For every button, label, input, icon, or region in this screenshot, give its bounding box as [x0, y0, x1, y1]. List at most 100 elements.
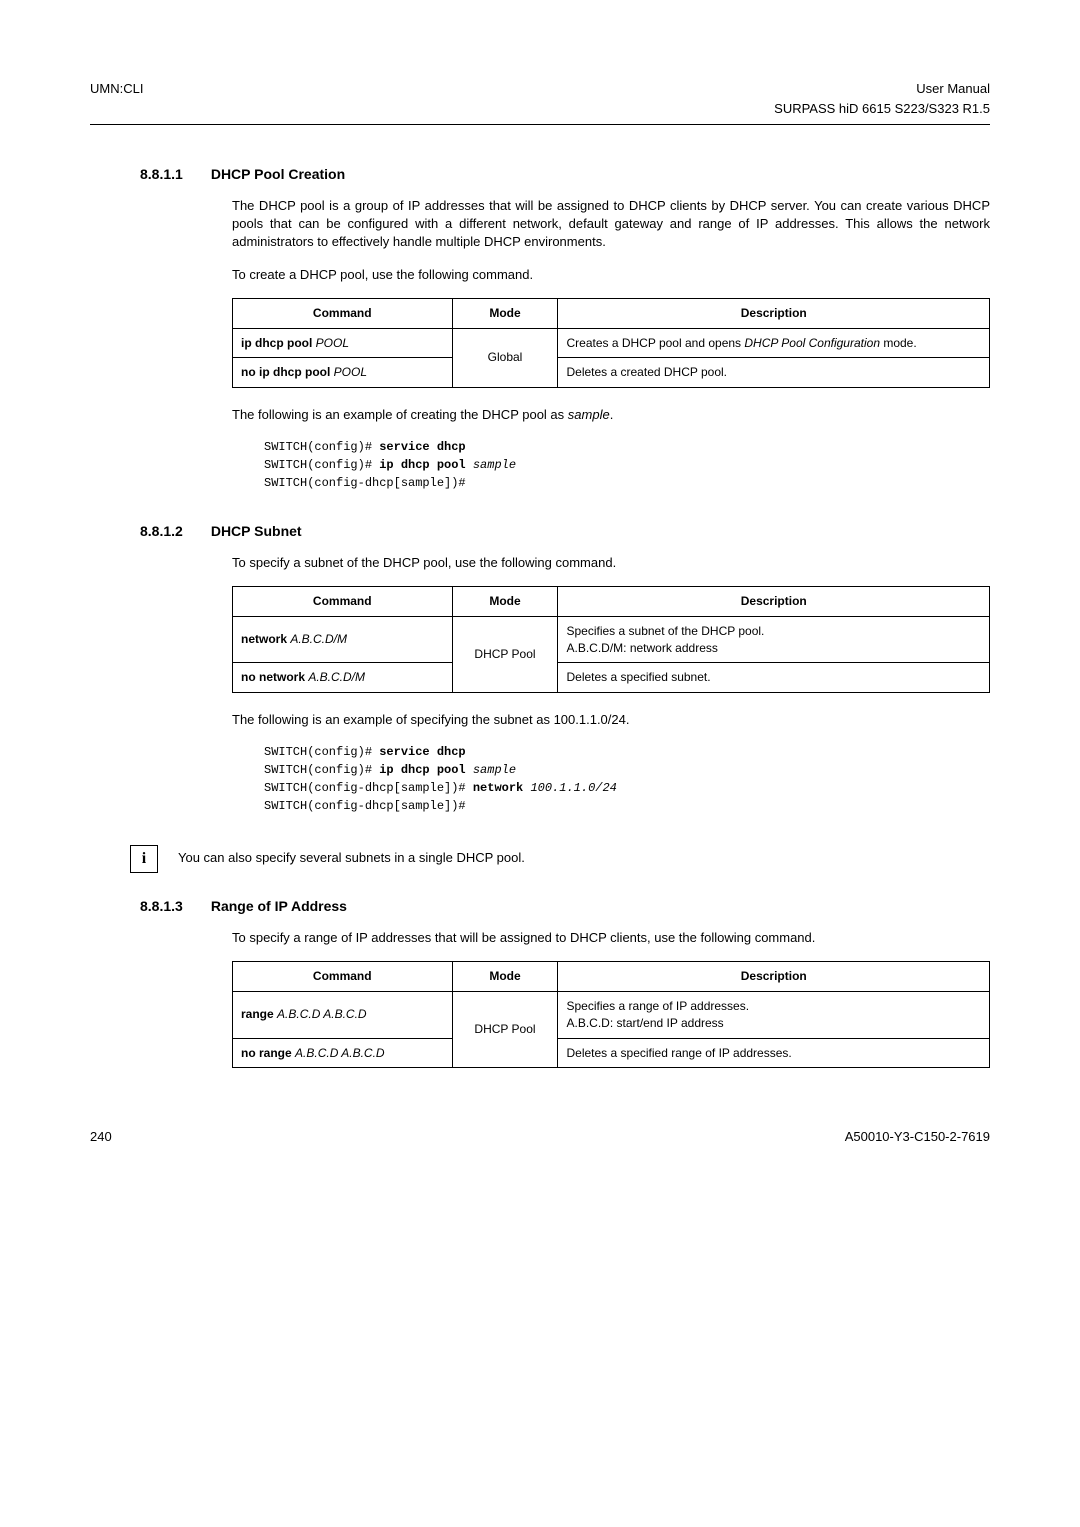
code-arg: sample	[473, 763, 516, 777]
code-cmd: service dhcp	[379, 440, 465, 454]
code-prompt: SWITCH(config-dhcp[sample])#	[264, 781, 473, 795]
cmd-name: no range	[241, 1046, 295, 1060]
table-row: no ip dhcp pool POOL Deletes a created D…	[233, 358, 990, 388]
section-title: DHCP Subnet	[211, 522, 302, 542]
code-prompt: SWITCH(config)#	[264, 763, 379, 777]
code-block: SWITCH(config)# service dhcp SWITCH(conf…	[264, 438, 990, 492]
header-rule	[90, 124, 990, 125]
paragraph: To specify a range of IP addresses that …	[232, 929, 990, 947]
header-left: UMN:CLI	[90, 80, 143, 98]
code-cmd: network	[473, 781, 531, 795]
section-title: DHCP Pool Creation	[211, 165, 345, 185]
section-range-ip: 8.8.1.3 Range of IP Address To specify a…	[140, 897, 990, 1068]
th-command: Command	[233, 298, 453, 328]
td-description: Deletes a specified range of IP addresse…	[558, 1038, 990, 1068]
cmd-name: no ip dhcp pool	[241, 365, 334, 379]
desc-text: A.B.C.D: start/end IP address	[566, 1016, 723, 1030]
table-row: Command Mode Description	[233, 587, 990, 617]
code-cmd: service dhcp	[379, 745, 465, 759]
th-description: Description	[558, 962, 990, 992]
paragraph: The following is an example of creating …	[232, 406, 990, 424]
header-right-sub: SURPASS hiD 6615 S223/S323 R1.5	[90, 100, 990, 118]
section-number: 8.8.1.1	[140, 165, 183, 185]
text: .	[610, 407, 614, 422]
section-dhcp-pool-creation: 8.8.1.1 DHCP Pool Creation The DHCP pool…	[140, 165, 990, 492]
section-heading: 8.8.1.1 DHCP Pool Creation	[140, 165, 990, 185]
text: The following is an example of creating …	[232, 407, 568, 422]
section-dhcp-subnet: 8.8.1.2 DHCP Subnet To specify a subnet …	[140, 522, 990, 815]
th-description: Description	[558, 587, 990, 617]
cmd-name: network	[241, 632, 290, 646]
doc-id: A50010-Y3-C150-2-7619	[845, 1128, 990, 1146]
table-row: Command Mode Description	[233, 962, 990, 992]
code-prompt: SWITCH(config)#	[264, 745, 379, 759]
page-number: 240	[90, 1128, 112, 1146]
desc-text: Specifies a subnet of the DHCP pool.	[566, 624, 764, 638]
command-table: Command Mode Description ip dhcp pool PO…	[232, 298, 990, 388]
info-text: You can also specify several subnets in …	[178, 845, 525, 867]
table-row: ip dhcp pool POOL Global Creates a DHCP …	[233, 328, 990, 358]
code-block: SWITCH(config)# service dhcp SWITCH(conf…	[264, 743, 990, 815]
cmd-name: no network	[241, 670, 308, 684]
th-description: Description	[558, 298, 990, 328]
code-cmd: ip dhcp pool	[379, 458, 473, 472]
section-body: To specify a subnet of the DHCP pool, us…	[232, 554, 990, 816]
code-arg: 100.1.1.0/24	[530, 781, 616, 795]
command-table: Command Mode Description network A.B.C.D…	[232, 586, 990, 693]
cmd-name: ip dhcp pool	[241, 336, 316, 350]
page-footer: 240 A50010-Y3-C150-2-7619	[90, 1128, 990, 1146]
cmd-arg: POOL	[334, 365, 367, 379]
table-row: Command Mode Description	[233, 298, 990, 328]
code-prompt: SWITCH(config-dhcp[sample])#	[264, 799, 466, 813]
th-command: Command	[233, 587, 453, 617]
section-title: Range of IP Address	[211, 897, 347, 917]
td-command: ip dhcp pool POOL	[233, 328, 453, 358]
table-row: no network A.B.C.D/M Deletes a specified…	[233, 663, 990, 693]
td-mode: DHCP Pool	[452, 992, 558, 1068]
code-prompt: SWITCH(config)#	[264, 458, 379, 472]
paragraph: The following is an example of specifyin…	[232, 711, 990, 729]
info-note: i You can also specify several subnets i…	[130, 845, 990, 873]
td-command: range A.B.C.D A.B.C.D	[233, 992, 453, 1039]
cmd-arg: A.B.C.D A.B.C.D	[277, 1007, 367, 1021]
td-description: Specifies a subnet of the DHCP pool. A.B.…	[558, 616, 990, 663]
td-description: Deletes a specified subnet.	[558, 663, 990, 693]
paragraph: To specify a subnet of the DHCP pool, us…	[232, 554, 990, 572]
page-header: UMN:CLI User Manual	[90, 80, 990, 98]
code-prompt: SWITCH(config-dhcp[sample])#	[264, 476, 466, 490]
header-right-top: User Manual	[916, 80, 990, 98]
info-icon: i	[130, 845, 158, 873]
desc-text: Creates a DHCP pool and opens	[566, 336, 744, 350]
section-heading: 8.8.1.3 Range of IP Address	[140, 897, 990, 917]
table-row: range A.B.C.D A.B.C.D DHCP Pool Specifie…	[233, 992, 990, 1039]
code-arg: sample	[473, 458, 516, 472]
th-mode: Mode	[452, 298, 558, 328]
table-row: no range A.B.C.D A.B.C.D Deletes a speci…	[233, 1038, 990, 1068]
td-description: Deletes a created DHCP pool.	[558, 358, 990, 388]
section-body: The DHCP pool is a group of IP addresses…	[232, 197, 990, 492]
td-description: Creates a DHCP pool and opens DHCP Pool …	[558, 328, 990, 358]
th-command: Command	[233, 962, 453, 992]
section-heading: 8.8.1.2 DHCP Subnet	[140, 522, 990, 542]
desc-ital: DHCP Pool Configuration	[744, 336, 880, 350]
desc-text: A.B.C.D/M: network address	[566, 641, 717, 655]
text-ital: sample	[568, 407, 610, 422]
cmd-arg: A.B.C.D A.B.C.D	[295, 1046, 385, 1060]
td-command: network A.B.C.D/M	[233, 616, 453, 663]
td-command: no ip dhcp pool POOL	[233, 358, 453, 388]
section-body: To specify a range of IP addresses that …	[232, 929, 990, 1068]
desc-text: mode.	[880, 336, 917, 350]
td-description: Specifies a range of IP addresses. A.B.C.…	[558, 992, 990, 1039]
section-number: 8.8.1.2	[140, 522, 183, 542]
desc-text: Specifies a range of IP addresses.	[566, 999, 749, 1013]
paragraph: To create a DHCP pool, use the following…	[232, 266, 990, 284]
th-mode: Mode	[452, 962, 558, 992]
code-prompt: SWITCH(config)#	[264, 440, 379, 454]
section-number: 8.8.1.3	[140, 897, 183, 917]
th-mode: Mode	[452, 587, 558, 617]
td-command: no network A.B.C.D/M	[233, 663, 453, 693]
code-cmd: ip dhcp pool	[379, 763, 473, 777]
cmd-arg: A.B.C.D/M	[290, 632, 347, 646]
td-command: no range A.B.C.D A.B.C.D	[233, 1038, 453, 1068]
cmd-arg: POOL	[316, 336, 349, 350]
